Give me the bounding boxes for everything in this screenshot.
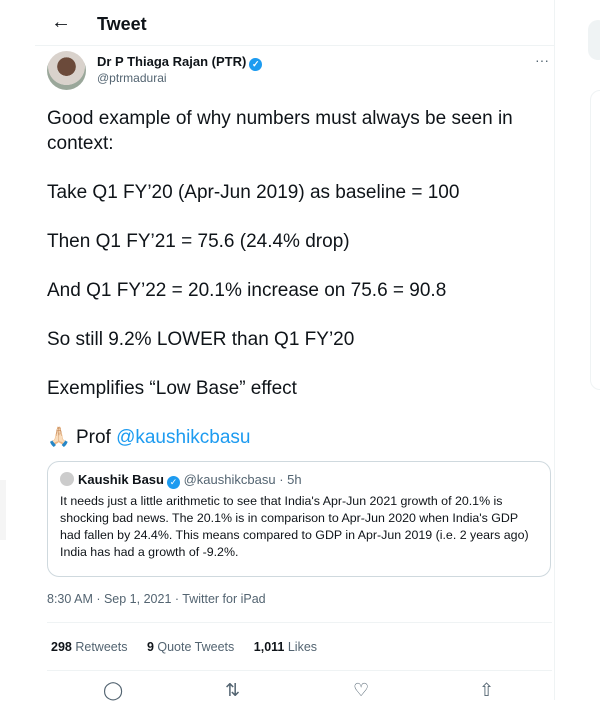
background-panel bbox=[0, 480, 6, 540]
more-options-icon[interactable]: ··· bbox=[535, 52, 549, 68]
likes-label: Likes bbox=[287, 640, 318, 654]
timestamp[interactable]: 8:30 AM · Sep 1, 2021 · Twitter for iPad bbox=[47, 592, 266, 606]
quoted-tweet[interactable]: Kaushik Basu ✓ @kaushikcbasu · 5h It need… bbox=[47, 461, 551, 577]
divider bbox=[47, 670, 552, 671]
quote-age: · 5h bbox=[279, 472, 302, 487]
paragraph: Exemplifies “Low Base” effect bbox=[47, 377, 297, 399]
like-icon[interactable]: ♡ bbox=[353, 680, 370, 700]
prof-text: Prof bbox=[75, 426, 117, 448]
quote-header: Kaushik Basu ✓ @kaushikcbasu · 5h bbox=[60, 472, 538, 489]
header: ← Tweet bbox=[35, 0, 555, 46]
retweets-label: Retweets bbox=[75, 640, 128, 654]
mention-link[interactable]: @kaushikcbasu bbox=[116, 426, 251, 448]
sidebar-panel-edge bbox=[590, 90, 600, 390]
quotes-number: 9 bbox=[146, 640, 154, 654]
retweets-count[interactable]: 298 Retweets bbox=[51, 640, 127, 654]
quote-avatar bbox=[60, 472, 74, 486]
avatar[interactable] bbox=[47, 51, 86, 90]
author-name-text: Dr P Thiaga Rajan (PTR) bbox=[97, 54, 247, 69]
tweet-stats: 298 Retweets 9 Quote Tweets 1,011 Likes bbox=[51, 640, 333, 654]
folded-hands-icon: 🙏🏻 bbox=[47, 426, 71, 448]
likes-number: 1,011 bbox=[253, 640, 285, 654]
quote-tweets-count[interactable]: 9 Quote Tweets bbox=[147, 640, 234, 654]
verified-icon: ✓ bbox=[166, 476, 180, 489]
reply-icon[interactable]: ◯ bbox=[103, 680, 124, 700]
tweet-column: ← Tweet Dr P Thiaga Rajan (PTR) ✓ @ptrmad… bbox=[35, 0, 555, 700]
quote-text: It needs just a little arithmetic to see… bbox=[60, 494, 529, 559]
author-name[interactable]: Dr P Thiaga Rajan (PTR) ✓ bbox=[97, 54, 263, 71]
tweet-text: Good example of why numbers must always … bbox=[47, 107, 552, 475]
author-handle[interactable]: @ptrmadurai bbox=[97, 71, 167, 85]
retweet-icon[interactable]: ⇅ bbox=[225, 680, 241, 700]
quote-author-name: Kaushik Basu bbox=[78, 472, 164, 487]
paragraph: Take Q1 FY’20 (Apr-Jun 2019) as baseline… bbox=[47, 181, 460, 203]
search-box-edge[interactable] bbox=[588, 20, 600, 60]
page-title: Tweet bbox=[97, 14, 147, 34]
arrow-left-icon[interactable]: ← bbox=[51, 11, 71, 33]
divider bbox=[47, 622, 552, 623]
quote-handle: @kaushikcbasu bbox=[183, 472, 276, 487]
share-icon[interactable]: ⇧ bbox=[479, 680, 495, 700]
paragraph: Then Q1 FY’21 = 75.6 (24.4% drop) bbox=[47, 230, 350, 252]
paragraph-last: 🙏🏻 Prof @kaushikcbasu bbox=[47, 426, 552, 451]
paragraph: Good example of why numbers must always … bbox=[47, 108, 513, 154]
retweets-number: 298 bbox=[51, 640, 72, 654]
paragraph: So still 9.2% LOWER than Q1 FY’20 bbox=[47, 328, 355, 350]
likes-count[interactable]: 1,011 Likes bbox=[254, 640, 317, 654]
paragraph: And Q1 FY’22 = 20.1% increase on 75.6 = … bbox=[47, 279, 447, 301]
verified-icon: ✓ bbox=[249, 58, 263, 71]
quotes-label: Quote Tweets bbox=[157, 640, 235, 654]
